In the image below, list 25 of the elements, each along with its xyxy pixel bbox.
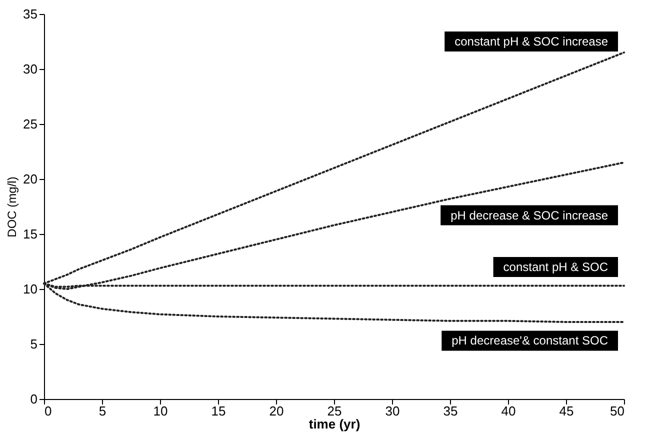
x-tick-label: 40 — [501, 404, 516, 418]
x-tick-label: 5 — [98, 404, 106, 418]
y-tick-label: 5 — [30, 336, 38, 352]
x-tick-label: 10 — [153, 404, 168, 418]
series-label: pH decrease'& constant SOC — [452, 334, 608, 348]
y-tick-label: 0 — [30, 392, 38, 406]
x-tick-label: 35 — [443, 404, 458, 418]
x-axis-title: time (yr) — [308, 416, 360, 432]
series-label: constant pH & SOC increase — [454, 34, 608, 48]
x-tick-label: 50 — [610, 404, 624, 418]
x-tick-label: 20 — [269, 404, 284, 418]
y-tick-label: 20 — [23, 172, 38, 186]
x-tick-label: 25 — [327, 404, 342, 418]
y-tick-label: 15 — [23, 226, 38, 242]
y-tick-label: 30 — [23, 62, 38, 76]
series-label: pH decrease & SOC increase — [450, 208, 608, 222]
x-tick-label: 30 — [385, 404, 400, 418]
x-tick-label: 15 — [211, 404, 226, 418]
y-tick-label: 10 — [23, 282, 38, 296]
series-label: constant pH & SOC — [503, 260, 608, 274]
y-tick-label: 35 — [23, 6, 38, 22]
y-tick-label: 25 — [23, 116, 38, 132]
x-tick-label: 45 — [559, 404, 574, 418]
x-tick-label: 0 — [44, 404, 52, 418]
y-axis-title: DOC (mg/l) — [5, 176, 20, 238]
